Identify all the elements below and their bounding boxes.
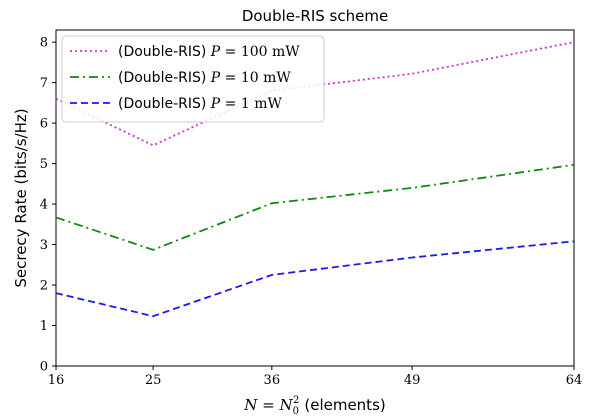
legend-p-symbol: P bbox=[210, 96, 221, 112]
y-tick-label: 1 bbox=[40, 319, 48, 334]
x-tick-label: 49 bbox=[404, 373, 421, 388]
legend-p-symbol: P bbox=[210, 70, 221, 86]
plot-frame bbox=[55, 29, 575, 367]
y-tick-label: 4 bbox=[40, 198, 48, 213]
series-line-3 bbox=[55, 240, 575, 318]
y-tick-label: 5 bbox=[40, 157, 48, 172]
y-tick-label: 7 bbox=[40, 76, 48, 91]
series-line-1 bbox=[55, 41, 575, 147]
y-tick-label: 0 bbox=[40, 360, 48, 375]
series-lines bbox=[55, 41, 575, 318]
y-tick-label: 6 bbox=[40, 117, 48, 132]
legend-p-value: = 10 mW bbox=[220, 70, 291, 86]
x-tick-label: 25 bbox=[145, 373, 162, 388]
legend: (Double-RIS) P = 100 mW(Double-RIS) P = … bbox=[61, 35, 325, 123]
legend-p-symbol: P bbox=[210, 44, 221, 60]
legend-series-name: (Double-RIS) bbox=[118, 70, 211, 86]
legend-p-value: = 1 mW bbox=[220, 96, 282, 112]
x-axis-label-text: (elements) bbox=[304, 396, 385, 414]
legend-entry: (Double-RIS) P = 1 mW bbox=[118, 96, 282, 112]
y-ticks: 0 1 2 3 4 5 6 7 8 bbox=[40, 36, 56, 375]
x-axis-label-sub: 0 bbox=[293, 406, 299, 417]
legend-box bbox=[61, 35, 325, 123]
x-axis-label-sup: 2 bbox=[293, 395, 299, 406]
chart-title: Double-RIS scheme bbox=[242, 7, 388, 25]
y-tick-label: 8 bbox=[40, 36, 48, 51]
y-tick-label: 2 bbox=[40, 279, 48, 294]
x-ticks: 16 25 36 49 64 bbox=[48, 366, 583, 388]
legend-series-name: (Double-RIS) bbox=[118, 44, 211, 60]
legend-entry: (Double-RIS) P = 100 mW bbox=[118, 44, 300, 60]
y-axis-label: Secrecy Rate (bits/s/Hz) bbox=[12, 108, 30, 287]
y-tick-label: 3 bbox=[40, 238, 48, 253]
legend-series-name: (Double-RIS) bbox=[118, 96, 211, 112]
plot-area bbox=[55, 29, 575, 367]
legend-p-value: = 100 mW bbox=[220, 44, 300, 60]
x-tick-label: 64 bbox=[566, 373, 583, 388]
x-tick-label: 36 bbox=[264, 373, 281, 388]
legend-entry: (Double-RIS) P = 10 mW bbox=[118, 70, 291, 86]
x-axis-label-math: N = N bbox=[243, 396, 293, 414]
series-line-2 bbox=[55, 163, 575, 251]
x-axis-label: N = N02 (elements) bbox=[243, 395, 385, 417]
x-tick-label: 16 bbox=[48, 373, 65, 388]
